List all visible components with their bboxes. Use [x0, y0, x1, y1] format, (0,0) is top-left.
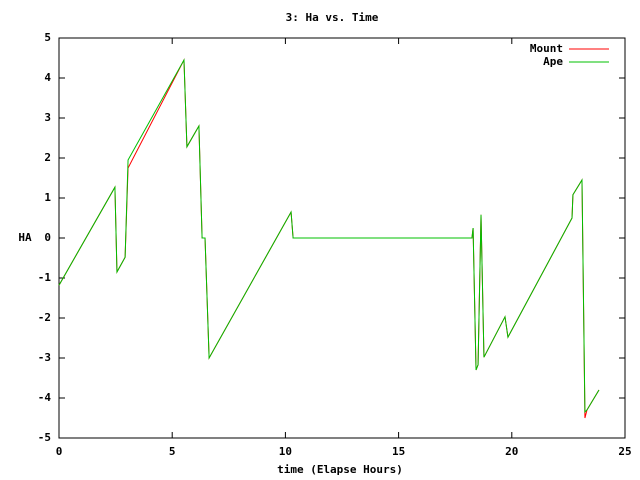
y-tick-label: -2	[38, 311, 51, 324]
x-tick-label: 5	[169, 445, 176, 458]
y-tick-label: 0	[44, 231, 51, 244]
legend-label: Mount	[530, 42, 563, 55]
y-tick-label: -5	[38, 431, 51, 444]
x-tick-label: 0	[56, 445, 63, 458]
legend-label: Ape	[543, 55, 563, 68]
x-tick-label: 15	[392, 445, 405, 458]
x-tick-label: 25	[618, 445, 631, 458]
y-tick-label: 2	[44, 151, 51, 164]
x-tick-label: 10	[279, 445, 292, 458]
y-tick-label: 5	[44, 31, 51, 44]
chart-title: 3: Ha vs. Time	[286, 11, 379, 24]
x-tick-label: 20	[505, 445, 518, 458]
y-tick-label: 1	[44, 191, 51, 204]
y-tick-label: -3	[38, 351, 51, 364]
y-tick-label: 3	[44, 111, 51, 124]
y-axis-label: HA	[18, 231, 32, 244]
y-tick-label: -1	[38, 271, 52, 284]
y-tick-label: 4	[44, 71, 51, 84]
x-axis-label: time (Elapse Hours)	[277, 463, 403, 476]
series-line	[58, 58, 600, 414]
y-tick-label: -4	[38, 391, 52, 404]
series-line	[58, 58, 600, 419]
